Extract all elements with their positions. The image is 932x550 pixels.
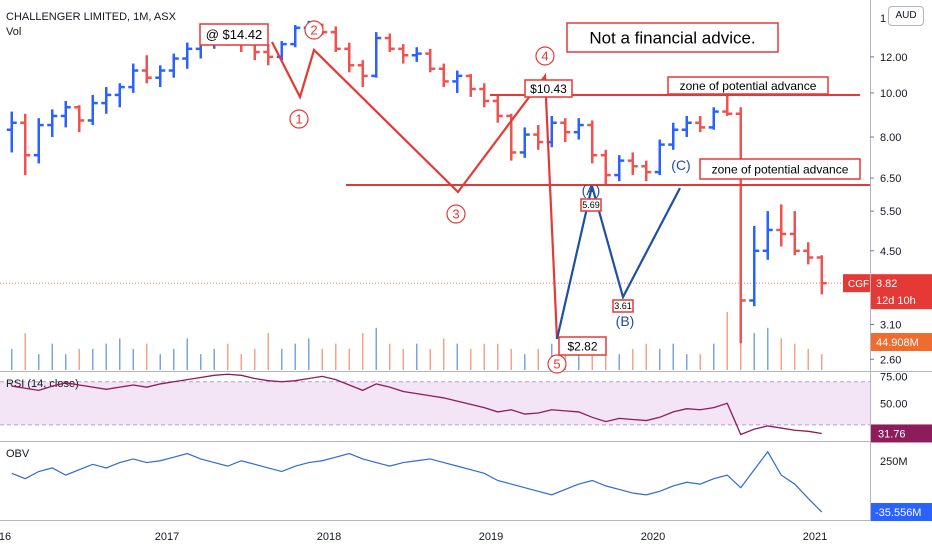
wave-1-label-circle: [289, 109, 309, 129]
zone-label-lower: zone of potential advance: [712, 162, 849, 176]
high-price-label-box: [199, 23, 269, 46]
disclaimer-label-box: [566, 22, 779, 53]
wave-a-label: (A): [582, 182, 601, 198]
currency-button[interactable]: AUD: [888, 6, 924, 26]
rsi-readout-bg: [871, 424, 932, 443]
elliott-wave-line: [271, 41, 559, 340]
wave-b-label: (B): [616, 313, 635, 329]
time-tick-label: 16: [0, 531, 11, 543]
price-tick-label: 6.50: [880, 173, 901, 185]
bar-countdown-tag: 12d 10h: [876, 295, 916, 307]
zone-label-upper-box: [667, 76, 829, 95]
rsi-tick-label: 75.00: [880, 371, 908, 383]
wave-2-label-circle: [304, 20, 324, 40]
wave-b-value: 3.61: [614, 301, 632, 311]
rsi-readout: 31.76: [878, 428, 906, 440]
wave-2-label: 2: [310, 23, 317, 38]
wave-3-label: 3: [452, 207, 459, 222]
price-tick-label: 8.00: [880, 132, 901, 144]
mid-high-label: $10.43: [530, 82, 567, 96]
price-tick-label: 2.60: [880, 354, 901, 366]
price-axis: 12.00 10.00 8.00 6.50 5.50 4.50 3.10 2.60 1: [0, 13, 908, 366]
volume-label: Vol: [6, 26, 22, 38]
rsi-line: [11, 373, 822, 436]
wave-4-label: 4: [541, 49, 548, 64]
obv-title: OBV: [6, 448, 30, 460]
symbol-tag: CGF: [848, 279, 869, 290]
wave-c-label: (C): [671, 157, 690, 173]
obv-tick-label: 250M: [880, 456, 908, 468]
wave-5-label-circle: [547, 354, 567, 374]
rsi-title: RSI (14, close): [6, 378, 79, 390]
time-tick-label: 2017: [155, 531, 179, 543]
price-tick-label: 12.00: [880, 52, 908, 64]
symbol-title: CHALLENGER LIMITED, 1M, ASX: [6, 11, 176, 23]
volume-readout-tag: 44.908M: [876, 337, 919, 349]
obv-line: [11, 450, 823, 513]
high-price-label: @ $14.42: [206, 27, 263, 42]
wave-3-label-circle: [446, 204, 466, 224]
obv-readout-bg: [871, 503, 932, 522]
price-tick-label: 5.50: [880, 206, 901, 218]
time-tick-label: 2021: [803, 531, 827, 543]
zone-label-upper: zone of potential advance: [680, 79, 817, 93]
time-axis: 16201720182019202020212022: [0, 531, 827, 543]
zone-label-lower-box: [699, 158, 861, 180]
price-tick-label: 10.00: [880, 88, 908, 100]
price-tick-label: 3.10: [880, 319, 901, 331]
price-tick-label: 4.50: [880, 246, 901, 258]
rsi-band: [0, 381, 870, 425]
last-price-tag-bg: [871, 274, 932, 293]
rsi-tick-label: 50.00: [880, 398, 908, 410]
wave-1-label: 1: [295, 112, 302, 127]
bar-countdown-tag-bg: [871, 291, 932, 310]
time-tick-label: 2019: [479, 531, 503, 543]
last-price-tag: 3.82: [876, 278, 897, 290]
symbol-tag-bg: [843, 274, 870, 293]
wave-a-value-box: [580, 198, 602, 212]
low-price-label: $2.82: [567, 339, 597, 353]
disclaimer-label: Not a financial advice.: [589, 29, 755, 48]
time-tick-label: 2020: [641, 531, 665, 543]
rsi-pane: RSI (14, close) 75.00 50.00 31.76: [0, 371, 932, 443]
price-tick-label: 1: [880, 13, 886, 25]
wave-a-value: 5.69: [582, 200, 600, 210]
obv-readout: -35.556M: [875, 507, 921, 519]
obv-pane: OBV 250M -35.556M: [6, 448, 932, 522]
wave-4-label-circle: [535, 46, 555, 66]
wave-5-label: 5: [553, 357, 560, 372]
annotation-drawings: @ $14.42 $10.43 $2.82 5.69 3.61 Not a financi…: [199, 20, 932, 374]
time-tick-label: 2018: [317, 531, 341, 543]
wave-b-value-box: [612, 299, 634, 313]
volume-readout-tag-bg: [871, 333, 932, 351]
low-price-label-box: [558, 336, 607, 356]
abc-correction-line: [555, 185, 681, 340]
mid-high-label-box: [524, 79, 573, 98]
